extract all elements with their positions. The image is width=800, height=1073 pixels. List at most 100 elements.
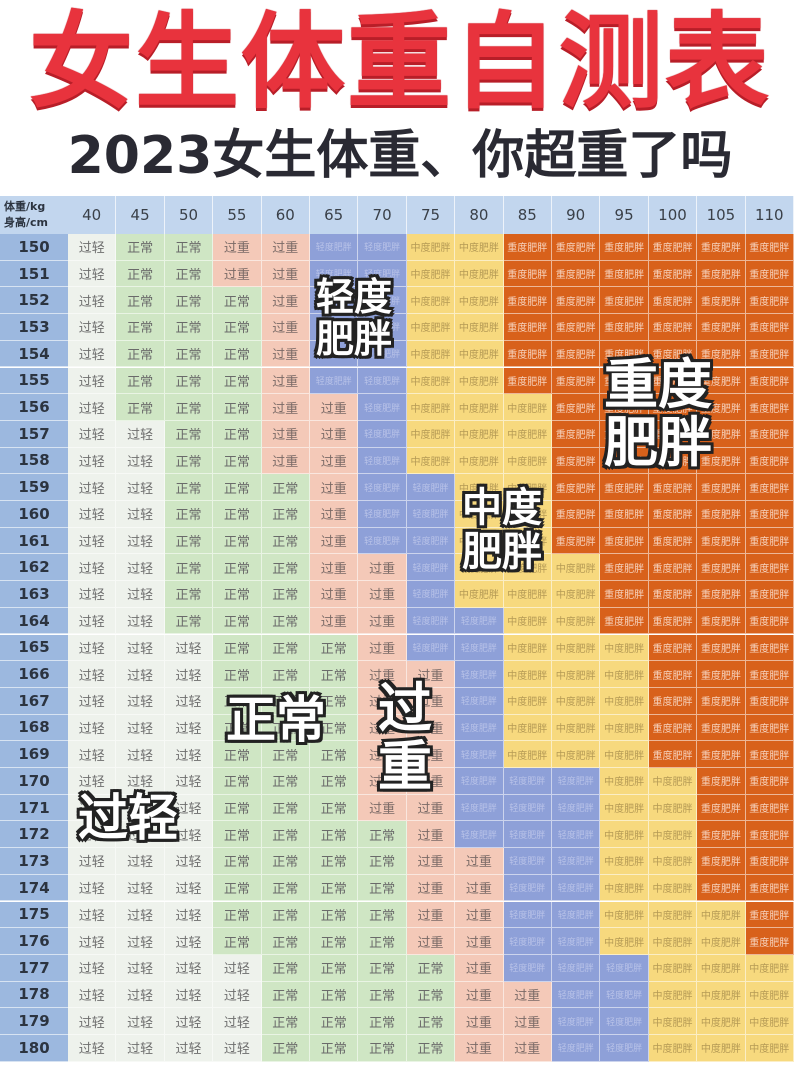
- table-cell: 正常: [261, 527, 310, 555]
- table-cell: 过重: [310, 394, 359, 421]
- table-cell: 重度肥胖: [600, 340, 649, 368]
- table-cell: 正常: [213, 634, 262, 662]
- table-cell: 正常: [213, 821, 262, 849]
- table-cell: 中度肥胖: [503, 527, 552, 555]
- table-cell: 中度肥胖: [455, 474, 504, 501]
- table-cell: 重度肥胖: [503, 287, 552, 315]
- table-cell: 重度肥胖: [697, 874, 746, 902]
- table-cell: 轻度肥胖: [455, 687, 504, 715]
- table-cell: 过轻: [68, 234, 117, 261]
- table-cell: 重度肥胖: [600, 234, 649, 261]
- table-cell: 重度肥胖: [697, 287, 746, 315]
- table-cell: 中度肥胖: [648, 1035, 698, 1062]
- table-cell: 过重: [261, 287, 310, 315]
- table-cell: 重度肥胖: [552, 287, 601, 315]
- table-cell: 轻度肥胖: [406, 634, 456, 662]
- table-cell: 过轻: [164, 954, 214, 982]
- table-cell: 过轻: [68, 501, 117, 528]
- table-cell: 正常: [261, 714, 310, 742]
- table-cell: 正常: [116, 394, 165, 421]
- table-cell: 轻度肥胖: [310, 287, 359, 315]
- table-cell: 中度肥胖: [600, 848, 649, 875]
- table-cell: 正常: [406, 1008, 456, 1035]
- table-cell: 重度肥胖: [745, 661, 794, 688]
- table-cell: 正常: [164, 420, 214, 448]
- table-cell: 正常: [310, 1008, 359, 1035]
- table-cell: 轻度肥胖: [455, 714, 504, 742]
- table-cell: 过重: [310, 607, 359, 635]
- table-cell: 过重: [261, 367, 310, 395]
- table-cell: 正常: [261, 501, 310, 528]
- height-row-header: 175: [0, 901, 68, 929]
- table-cell: 过轻: [116, 874, 165, 902]
- table-cell: 过轻: [164, 928, 214, 955]
- table-cell: 正常: [213, 768, 262, 795]
- table-cell: 重度肥胖: [552, 260, 601, 288]
- table-cell: 重度肥胖: [697, 848, 746, 875]
- table-cell: 过轻: [68, 741, 117, 768]
- table-cell: 中度肥胖: [648, 821, 698, 849]
- table-cell: 正常: [213, 314, 262, 341]
- table-cell: 重度肥胖: [600, 394, 649, 421]
- table-cell: 中度肥胖: [648, 1008, 698, 1035]
- weight-column-header: 70: [358, 196, 407, 234]
- table-cell: 轻度肥胖: [552, 901, 601, 929]
- table-cell: 过轻: [116, 954, 165, 982]
- table-cell: 中度肥胖: [455, 501, 504, 528]
- table-cell: 正常: [261, 741, 310, 768]
- table-cell: 中度肥胖: [406, 234, 456, 261]
- table-cell: 轻度肥胖: [358, 474, 407, 501]
- table-cell: 重度肥胖: [503, 367, 552, 395]
- table-cell: 过重: [406, 874, 456, 902]
- table-cell: 正常: [213, 367, 262, 395]
- table-cell: 过轻: [68, 874, 117, 902]
- table-cell: 正常: [213, 501, 262, 528]
- table-cell: 正常: [406, 1035, 456, 1062]
- table-cell: 中度肥胖: [503, 474, 552, 501]
- table-cell: 过轻: [116, 714, 165, 742]
- weight-column-header: 90: [552, 196, 601, 234]
- height-row-header: 158: [0, 447, 68, 475]
- table-cell: 重度肥胖: [697, 474, 746, 501]
- table-cell: 正常: [213, 741, 262, 768]
- table-cell: 过重: [310, 501, 359, 528]
- table-cell: 重度肥胖: [552, 314, 601, 341]
- table-cell: 过轻: [116, 501, 165, 528]
- table-cell: 正常: [261, 874, 310, 902]
- table-cell: 过轻: [116, 447, 165, 475]
- table-cell: 轻度肥胖: [406, 474, 456, 501]
- table-cell: 正常: [310, 741, 359, 768]
- table-cell: 正常: [213, 447, 262, 475]
- table-cell: 过轻: [164, 821, 214, 849]
- table-cell: 过重: [455, 1035, 504, 1062]
- weight-column-header: 85: [503, 196, 552, 234]
- table-cell: 中度肥胖: [648, 848, 698, 875]
- table-cell: 过轻: [68, 554, 117, 582]
- table-cell: 正常: [213, 661, 262, 688]
- table-cell: 轻度肥胖: [503, 954, 552, 982]
- table-cell: 正常: [213, 340, 262, 368]
- table-cell: 重度肥胖: [600, 554, 649, 582]
- table-cell: 轻度肥胖: [552, 928, 601, 955]
- table-cell: 中度肥胖: [697, 928, 746, 955]
- height-row-header: 173: [0, 848, 68, 875]
- table-cell: 过轻: [116, 1035, 165, 1062]
- height-row-header: 164: [0, 607, 68, 635]
- table-cell: 过轻: [164, 634, 214, 662]
- table-cell: 轻度肥胖: [310, 340, 359, 368]
- table-cell: 轻度肥胖: [503, 901, 552, 929]
- table-cell: 轻度肥胖: [455, 634, 504, 662]
- overlay-label-underweight: 过轻: [78, 789, 178, 847]
- table-cell: 中度肥胖: [600, 874, 649, 902]
- table-cell: 重度肥胖: [697, 367, 746, 395]
- table-cell: 正常: [213, 420, 262, 448]
- table-cell: 过重: [261, 447, 310, 475]
- table-cell: 过轻: [68, 848, 117, 875]
- table-cell: 中度肥胖: [600, 741, 649, 768]
- table-cell: 轻度肥胖: [406, 527, 456, 555]
- table-cell: 中度肥胖: [745, 954, 794, 982]
- table-cell: 中度肥胖: [600, 634, 649, 662]
- table-cell: 正常: [164, 314, 214, 341]
- table-cell: 过轻: [116, 981, 165, 1009]
- table-cell: 重度肥胖: [600, 287, 649, 315]
